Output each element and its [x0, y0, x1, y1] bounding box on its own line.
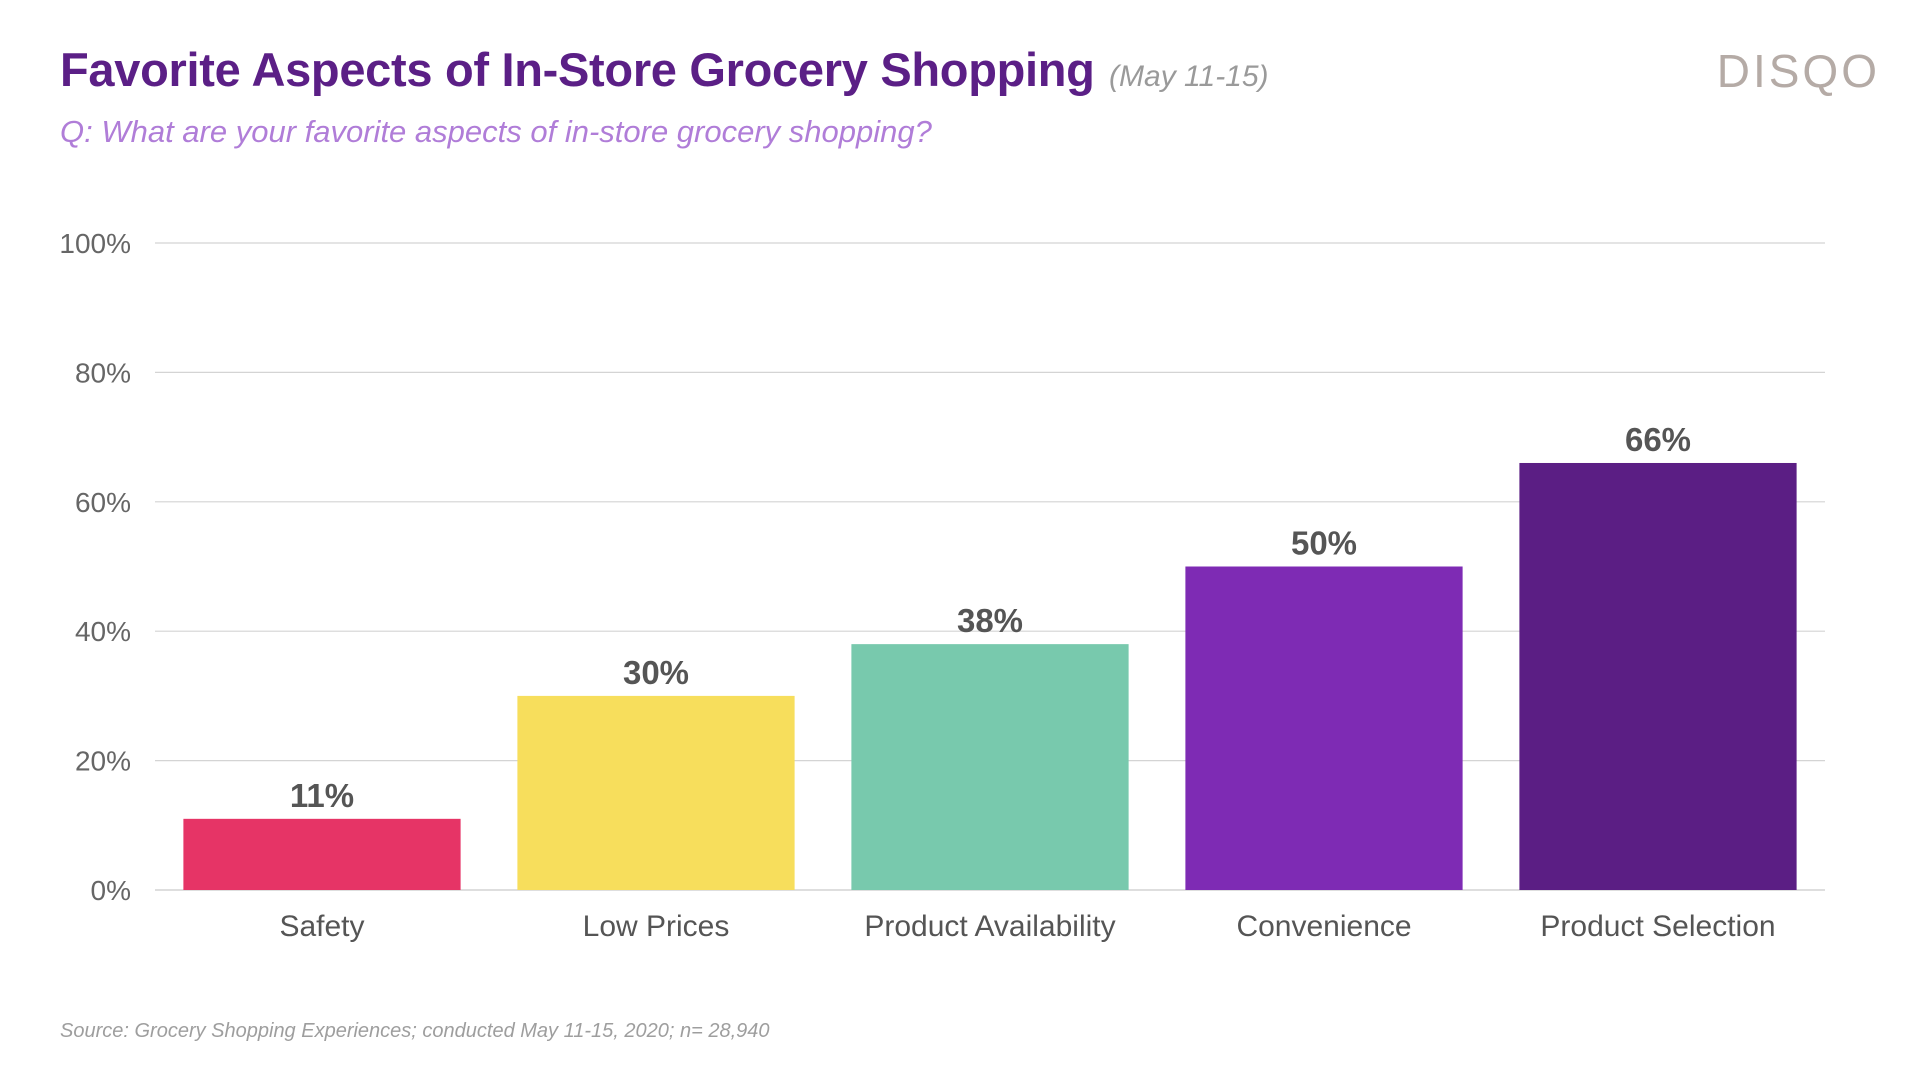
chart-title-row: Favorite Aspects of In-Store Grocery Sho… — [60, 42, 1269, 97]
bar — [183, 818, 461, 890]
bar — [851, 644, 1129, 890]
bar — [1185, 566, 1463, 890]
bar — [517, 695, 795, 890]
disqo-logo: DISQO — [1716, 45, 1880, 97]
x-tick-label: Convenience — [1236, 910, 1411, 943]
y-tick-label: 60% — [75, 487, 131, 518]
data-label: 66% — [1625, 421, 1691, 458]
x-tick-label: Product Selection — [1540, 910, 1775, 943]
y-tick-label: 100% — [59, 228, 131, 259]
x-tick-label: Low Prices — [583, 910, 730, 943]
y-tick-label: 0% — [91, 875, 131, 906]
data-label: 50% — [1291, 525, 1357, 562]
data-label: 38% — [957, 602, 1023, 639]
chart-title: Favorite Aspects of In-Store Grocery Sho… — [60, 43, 1095, 96]
bar-layer — [183, 462, 1797, 890]
label-layer: 11% Safety 30% Low Prices 38% Product Availab… — [279, 421, 1775, 943]
bar — [1519, 462, 1797, 890]
source-note: Source: Grocery Shopping Experiences; co… — [60, 1020, 770, 1042]
date-range: (May 11-15) — [1109, 60, 1269, 93]
y-tick-label: 80% — [75, 357, 131, 388]
question-subtitle: Q: What are your favorite aspects of in-… — [60, 114, 932, 149]
y-tick-label: 40% — [75, 616, 131, 647]
data-label: 30% — [623, 654, 689, 691]
x-tick-label: Safety — [279, 910, 364, 943]
y-tick-label: 20% — [75, 746, 131, 777]
data-label: 11% — [290, 777, 354, 814]
x-tick-label: Product Availability — [864, 910, 1115, 943]
